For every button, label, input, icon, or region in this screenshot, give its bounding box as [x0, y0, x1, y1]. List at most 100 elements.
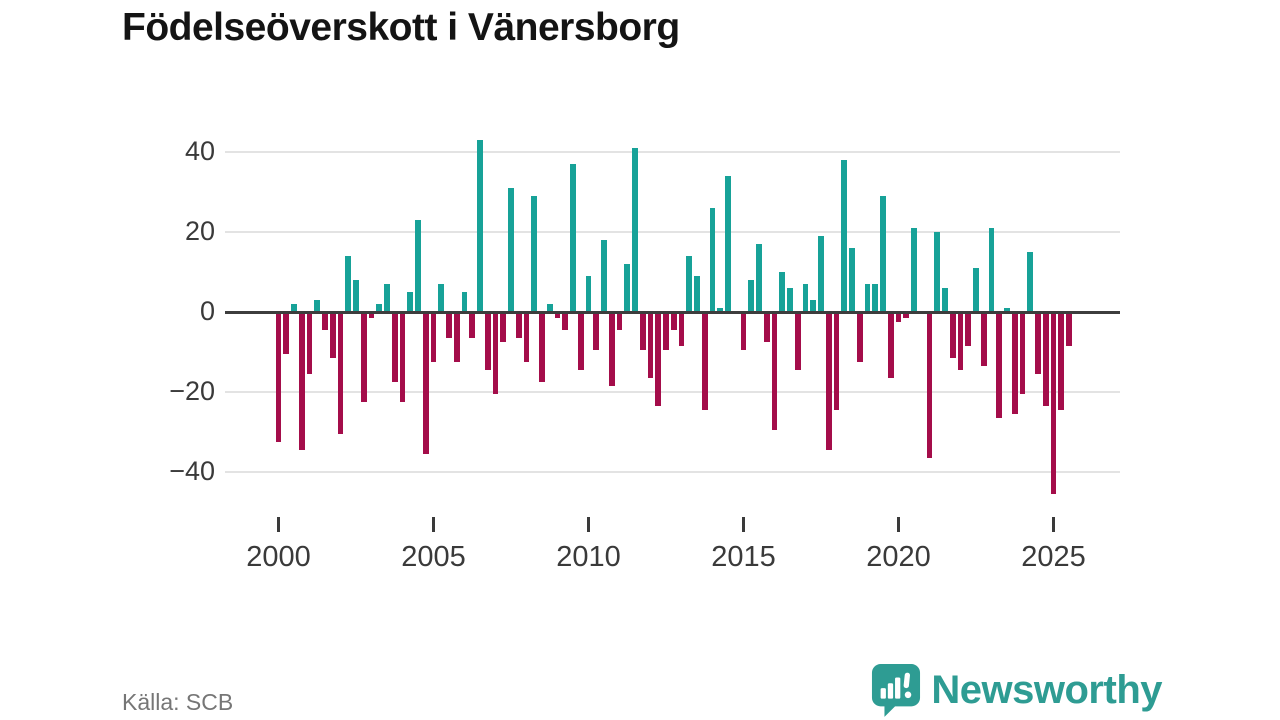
bar-2020Q1	[895, 313, 902, 322]
bar-2017Q3	[818, 236, 824, 312]
bar-2005Q4	[453, 313, 460, 362]
bar-2020Q3	[911, 228, 917, 312]
x-axis-label: 2020	[866, 541, 931, 573]
bar-2015Q2	[748, 280, 755, 312]
y-axis-label: 40	[184, 136, 215, 166]
x-axis-label: 2000	[246, 541, 311, 573]
bar-2019Q2	[872, 284, 879, 312]
bar-2014Q1	[709, 208, 716, 312]
bar-2012Q3	[663, 313, 669, 350]
bar-2008Q3	[539, 313, 545, 382]
bar-2023Q3	[1004, 308, 1010, 312]
bar-2022Q1	[957, 313, 964, 370]
x-axis-label: 2005	[401, 541, 466, 573]
bar-2017Q1	[802, 284, 809, 312]
bar-2011Q3	[632, 148, 638, 312]
bar-2008Q2	[531, 196, 538, 312]
bar-2013Q1	[678, 313, 685, 346]
bar-2010Q3	[601, 240, 607, 312]
bar-2001Q3	[322, 313, 328, 330]
bar-2008Q1	[523, 313, 530, 362]
bar-2024Q1	[1019, 313, 1026, 394]
bar-2017Q2	[810, 300, 817, 312]
bar-2004Q4	[422, 313, 429, 454]
bar-2019Q3	[880, 196, 886, 312]
bar-2018Q3	[849, 248, 855, 312]
bar-2021Q3	[942, 288, 948, 312]
bar-2016Q2	[779, 272, 786, 312]
y-axis-label: 0	[199, 296, 215, 326]
bar-2015Q3	[756, 244, 762, 312]
bar-2004Q1	[399, 313, 406, 402]
x-axis-tick-2010	[587, 517, 590, 532]
bar-2009Q2	[562, 313, 569, 330]
bar-2006Q3	[477, 140, 483, 312]
y-axis-label: 20	[184, 216, 215, 246]
bar-2023Q2	[996, 313, 1003, 418]
bar-2022Q4	[980, 313, 987, 366]
bar-2014Q3	[725, 176, 731, 312]
bar-2024Q2	[1027, 252, 1034, 312]
bar-2005Q2	[438, 284, 445, 312]
bar-2018Q4	[856, 313, 863, 362]
bar-2013Q2	[686, 256, 693, 312]
bar-2000Q4	[298, 313, 305, 450]
gridline-y-20	[225, 391, 1120, 393]
bar-2020Q2	[903, 313, 910, 318]
bar-2024Q3	[1035, 313, 1041, 374]
bar-2003Q1	[368, 313, 375, 318]
bar-2008Q4	[546, 304, 553, 312]
x-axis-tick-2000	[277, 517, 280, 532]
bar-2001Q1	[306, 313, 313, 374]
bar-2000Q3	[291, 304, 297, 312]
y-axis-label: −40	[169, 456, 215, 486]
bar-2025Q3	[1066, 313, 1072, 346]
bar-2004Q2	[407, 292, 414, 312]
gridline-y-40	[225, 471, 1120, 473]
bar-2000Q2	[283, 313, 290, 354]
bar-2019Q4	[887, 313, 894, 378]
bar-2021Q1	[926, 313, 933, 458]
bar-2025Q1	[1050, 313, 1057, 494]
newsworthy-wordmark: Newsworthy	[931, 667, 1162, 712]
bar-2009Q3	[570, 164, 576, 312]
bar-2007Q2	[500, 313, 507, 342]
bar-2002Q1	[337, 313, 344, 434]
bar-2016Q4	[794, 313, 801, 370]
bar-2003Q3	[384, 284, 390, 312]
bar-2018Q2	[841, 160, 848, 312]
bar-2007Q3	[508, 188, 514, 312]
zero-axis-line	[225, 311, 1120, 314]
bar-2012Q2	[655, 313, 662, 406]
bar-2006Q4	[484, 313, 491, 370]
bar-2005Q1	[430, 313, 437, 362]
x-axis-label: 2010	[556, 541, 621, 573]
bar-2006Q2	[469, 313, 476, 338]
bar-2023Q1	[988, 228, 995, 312]
bar-2013Q3	[694, 276, 700, 312]
bar-2013Q4	[701, 313, 708, 410]
speech-bubble-barchart-icon	[871, 663, 921, 717]
bar-2006Q1	[461, 292, 468, 312]
bar-2001Q4	[329, 313, 336, 358]
bar-2010Q1	[585, 276, 592, 312]
bar-2002Q2	[345, 256, 352, 312]
x-axis-tick-2025	[1052, 517, 1055, 532]
bar-2017Q4	[825, 313, 832, 450]
bar-2014Q2	[717, 308, 724, 312]
bar-2021Q2	[934, 232, 941, 312]
gridline-y40	[225, 151, 1120, 153]
bar-2000Q1	[275, 313, 282, 442]
bar-2022Q3	[973, 268, 979, 312]
bar-2007Q4	[515, 313, 522, 338]
bar-2010Q4	[608, 313, 615, 386]
bar-2003Q4	[391, 313, 398, 382]
bar-2011Q2	[624, 264, 631, 312]
bar-2003Q2	[376, 304, 383, 312]
newsworthy-logo: Newsworthy	[871, 663, 1162, 717]
source-caption: Källa: SCB	[122, 689, 234, 715]
bar-2016Q3	[787, 288, 793, 312]
bar-2021Q4	[949, 313, 956, 358]
bar-2022Q2	[965, 313, 972, 346]
